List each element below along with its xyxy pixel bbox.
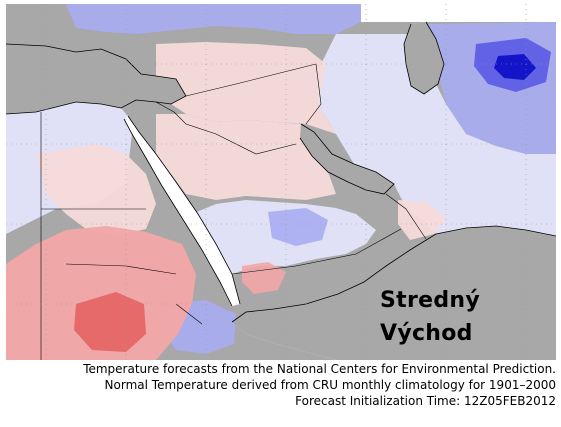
- arabian-sea-top: [232, 226, 556, 360]
- northeast-blank: [361, 4, 556, 22]
- persian-gulf-top: [300, 124, 394, 194]
- warm-strong-sudan: [74, 292, 146, 352]
- region-label-line1: Stredný: [380, 288, 480, 313]
- warm-patch-yemen: [242, 262, 286, 294]
- cool-patch-central-arabia: [268, 208, 328, 246]
- caption-line-2: Normal Temperature derived from CRU mont…: [104, 378, 556, 392]
- cool-deep-northeast: [494, 54, 536, 80]
- warm-patch-oman: [398, 200, 446, 240]
- country-borders: [40, 63, 427, 360]
- mediterranean-top: [6, 44, 186, 114]
- warm-light-arabia: [156, 114, 336, 200]
- warm-light-egypt: [36, 144, 156, 236]
- coastlines: [6, 21, 556, 323]
- cool-band-north: [66, 4, 361, 34]
- temperature-anomaly-map: Stredný Východ: [6, 4, 556, 360]
- map-caption: Temperature forecasts from the National …: [0, 361, 556, 409]
- caspian-top: [404, 22, 444, 94]
- caption-line-3: Forecast Initialization Time: 12Z05FEB20…: [295, 394, 556, 408]
- red-sea-top: [124, 116, 240, 306]
- caption-line-1: Temperature forecasts from the National …: [83, 362, 556, 376]
- lat-lon-grid: [6, 4, 556, 360]
- map-graphic: [6, 4, 556, 360]
- cool-light-iran: [316, 34, 556, 236]
- warm-light-levant: [156, 42, 336, 134]
- region-label-line2: Východ: [380, 321, 473, 346]
- warm-sudan: [6, 226, 196, 360]
